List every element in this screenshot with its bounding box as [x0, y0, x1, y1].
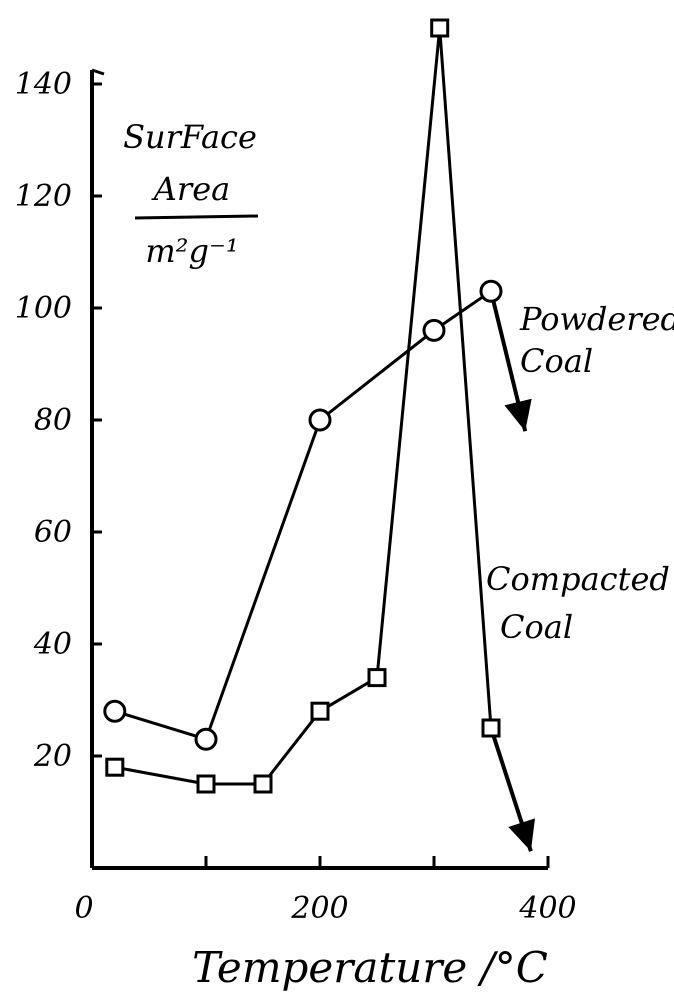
y-axis-title-line-2: Area: [151, 170, 230, 208]
data-point-circle: [479, 279, 503, 303]
data-point-circle: [194, 727, 218, 751]
y-tick-label: 40: [33, 627, 72, 662]
data-point-circle: [103, 699, 127, 723]
series-2: [105, 18, 535, 852]
x-tick-label: 400: [518, 891, 576, 926]
y-tick-label: 80: [34, 403, 72, 438]
data-point-square: [481, 718, 501, 738]
series-label-2-line-2: Coal: [500, 608, 573, 646]
y-tick-label: 140: [15, 67, 72, 102]
data-point-circle: [308, 408, 332, 432]
data-point-square: [253, 774, 273, 794]
y-axis-end-hook: [91, 68, 105, 76]
x-tick-label: 0: [74, 891, 93, 926]
series-label-1-line-1: Powdered: [519, 300, 674, 338]
y-axis-title-fraction-bar: [134, 214, 259, 220]
x-axis-title: Temperature /°C: [192, 943, 548, 992]
y-axis-title-unit: m²g⁻¹: [145, 232, 238, 270]
y-tick-label: 100: [15, 291, 72, 326]
x-tick-label: 200: [290, 891, 348, 926]
y-tick-label: 60: [34, 515, 72, 550]
data-point-square: [367, 668, 387, 688]
series-1: [103, 279, 532, 751]
axis-ticks: 20 40 60 80 100 120 140 0 200 400: [15, 67, 577, 926]
series-labels: Powdered Coal Compacted Coal: [486, 300, 674, 646]
data-point-circle: [422, 318, 446, 342]
y-tick-label: 120: [15, 179, 72, 214]
series: [103, 18, 535, 852]
y-tick-label: 20: [33, 739, 72, 774]
trend-arrow-head: [508, 818, 535, 852]
data-point-square: [430, 18, 450, 38]
trend-arrow-head: [504, 398, 532, 432]
data-point-square: [310, 701, 330, 721]
y-axis-title: SurFace Area m²g⁻¹: [123, 118, 259, 270]
data-point-square: [196, 774, 216, 794]
y-axis-title-line-1: SurFace: [123, 118, 257, 156]
series-label-2-line-1: Compacted: [486, 560, 670, 598]
series-line: [114, 289, 492, 741]
series-label-1-line-2: Coal: [520, 342, 593, 380]
data-point-square: [105, 757, 125, 777]
